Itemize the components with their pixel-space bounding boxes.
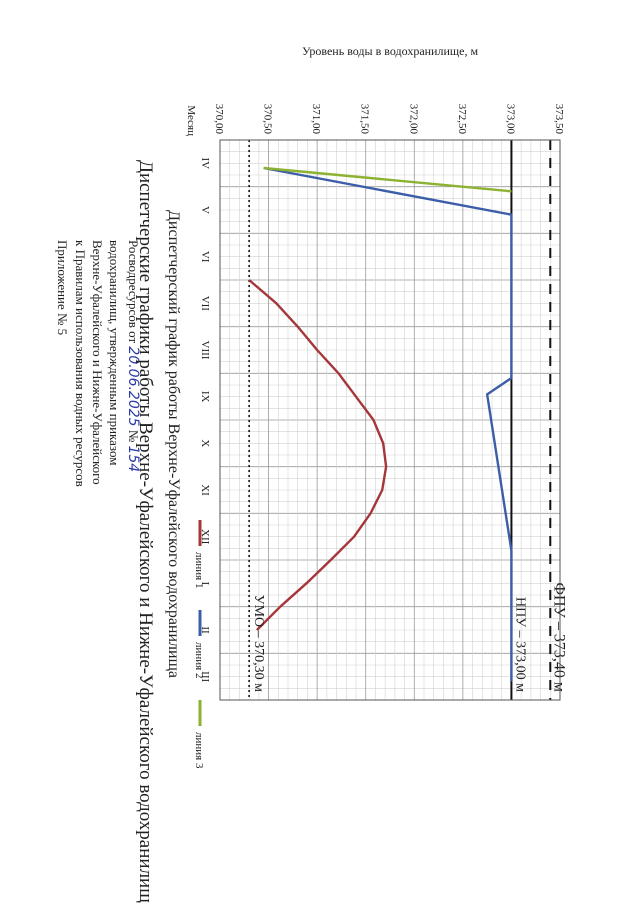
- x-tick-label: VII: [199, 296, 211, 312]
- x-tick-label: VI: [199, 251, 211, 263]
- npu-label: НПУ – 373,00 м: [512, 597, 527, 692]
- x-tick-label: I: [199, 581, 211, 585]
- chart-legend: линия 1 линия 2 линия 3: [193, 520, 205, 769]
- legend-label: линия 1: [193, 552, 205, 588]
- y-tick-label: 370,50: [262, 104, 274, 135]
- series-line-2: [263, 166, 513, 682]
- x-tick-label: III: [199, 671, 211, 682]
- x-tick-label: XII: [199, 529, 211, 545]
- y-axis-label: Уровень воды в водохранилище, м: [302, 44, 479, 58]
- legend-label: линия 3: [193, 732, 205, 769]
- x-tick-label: VIII: [199, 341, 211, 360]
- y-tick-label: 371,00: [310, 104, 322, 135]
- y-tick-label: 371,50: [359, 104, 371, 135]
- fpu-label: ФПУ – 373,40 м: [550, 582, 567, 692]
- y-tick-label: 372,00: [407, 104, 419, 135]
- chart-series: [248, 166, 513, 682]
- x-tick-label: II: [199, 626, 211, 634]
- y-tick-label: 370,00: [213, 104, 225, 135]
- x-tick-label: XI: [199, 484, 211, 496]
- y-tick-label: 372,50: [456, 104, 468, 135]
- plot-frame: [219, 139, 561, 701]
- chart-labels: ФПУ – 373,40 м НПУ – 373,00 м УМО – 370,30…: [251, 582, 567, 692]
- series-line-1: [248, 279, 388, 631]
- x-tick-label: V: [199, 206, 211, 214]
- x-tick-label: IX: [199, 391, 211, 403]
- umo-label: УМО – 370,30 м: [251, 595, 266, 692]
- x-tick-label: IV: [199, 158, 211, 170]
- chart-axes: 370,00 370,50 371,00 371,50 372,00 372,50 373,…: [185, 44, 565, 701]
- y-tick-label: 373,00: [504, 104, 516, 135]
- x-tick-label: X: [199, 439, 211, 447]
- y-tick-label: 373,50: [553, 104, 565, 135]
- series-line-3: [263, 166, 512, 193]
- x-axis-label: Месяц: [185, 105, 197, 136]
- legend-label: линия 2: [193, 642, 205, 678]
